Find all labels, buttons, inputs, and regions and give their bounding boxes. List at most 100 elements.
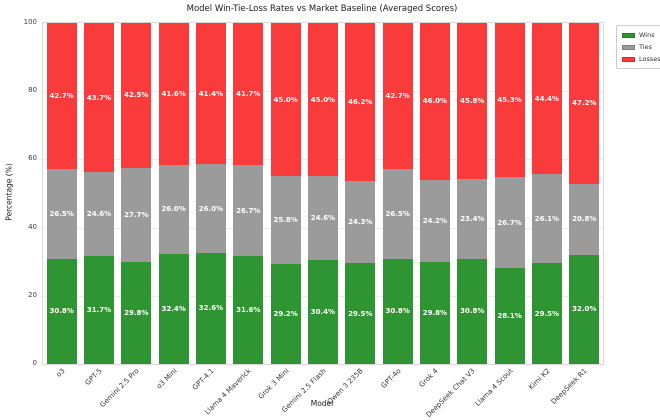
bar-slot: 29.8% 24.2% 46.0%: [416, 23, 453, 364]
bar: 28.1% 26.7% 45.3%: [494, 22, 525, 364]
bar: 32.0% 20.8% 47.2%: [569, 23, 600, 364]
bar-segment-wins: 29.5%: [531, 263, 562, 364]
bar: 30.4% 24.6% 45.0%: [308, 23, 338, 364]
bar-slot: 29.5% 24.3% 46.2%: [342, 23, 379, 364]
y-axis-title: Percentage (%): [4, 163, 14, 221]
bar-label: 26.7%: [236, 206, 261, 215]
bar-label: 41.6%: [161, 89, 186, 98]
bar-segment-ties: 26.1%: [531, 174, 562, 264]
bar-slot: 30.4% 24.6% 45.0%: [304, 23, 341, 364]
bar-segment-losses: 45.0%: [308, 23, 338, 177]
bar-segment-losses: 45.8%: [457, 23, 488, 180]
bar-label: 42.7%: [49, 91, 74, 100]
bar: 30.8% 26.5% 42.7%: [46, 23, 77, 364]
bar-segment-losses: 45.0%: [270, 23, 301, 177]
bar-segment-ties: 27.7%: [121, 167, 152, 263]
bar-label: 20.8%: [572, 215, 597, 224]
legend-swatch-losses: [622, 56, 635, 62]
bar-label: 43.7%: [86, 93, 112, 102]
legend-swatch-ties: [622, 44, 635, 50]
bar-label: 46.0%: [422, 97, 448, 106]
bar-label: 26.5%: [385, 209, 410, 218]
bar-segment-wins: 30.8%: [382, 258, 413, 364]
bar-slot: 29.5% 26.1% 44.4%: [528, 23, 565, 364]
bar-segment-losses: 45.3%: [494, 22, 525, 178]
legend-label: Ties: [639, 43, 652, 51]
bar-label: 46.2%: [348, 97, 373, 106]
bar-segment-losses: 42.7%: [46, 23, 77, 169]
bar-label: 31.6%: [236, 306, 261, 315]
bar-segment-ties: 26.0%: [196, 164, 226, 253]
bar-slot: 31.6% 26.7% 41.7%: [230, 23, 267, 364]
x-axis-title: Model: [310, 399, 334, 408]
bar-segment-losses: 41.6%: [158, 23, 189, 165]
legend-swatch-wins: [622, 32, 635, 38]
bar: 30.8% 23.4% 45.8%: [457, 23, 488, 364]
bar-label: 24.6%: [310, 214, 336, 223]
bar-segment-ties: 23.4%: [457, 179, 488, 259]
bar-segment-losses: 41.4%: [196, 23, 226, 165]
bar-label: 26.7%: [497, 218, 522, 227]
bar-label: 29.2%: [273, 310, 298, 319]
bar-segment-losses: 44.4%: [531, 23, 562, 175]
bar-segment-ties: 24.6%: [308, 176, 338, 261]
bar-label: 32.0%: [572, 305, 597, 314]
bar-label: 45.0%: [273, 95, 298, 104]
bar-segment-wins: 30.4%: [308, 260, 338, 364]
bar: 31.7% 24.6% 43.7%: [84, 23, 114, 364]
bar-segment-wins: 29.8%: [420, 262, 450, 364]
bar-segment-ties: 25.8%: [270, 176, 301, 265]
bar-slot: 29.2% 25.8% 45.0%: [267, 23, 304, 364]
bar-slot: 30.8% 26.5% 42.7%: [43, 23, 80, 364]
y-tick-label: 40: [28, 222, 37, 231]
bar-segment-ties: 24.2%: [420, 179, 450, 263]
bar: 31.6% 26.7% 41.7%: [233, 23, 264, 364]
bar-segment-ties: 26.7%: [233, 165, 264, 257]
bar-label: 45.8%: [460, 97, 485, 106]
bar-label: 41.4%: [198, 89, 224, 98]
bar-label: 29.5%: [348, 309, 373, 318]
bar-label: 42.5%: [124, 91, 149, 100]
bar-segment-losses: 46.2%: [345, 23, 376, 181]
bar-label: 30.8%: [49, 307, 74, 316]
bar-segment-wins: 30.8%: [457, 258, 488, 364]
bar-slot: 30.8% 23.4% 45.8%: [454, 23, 491, 364]
bar-label: 29.5%: [534, 309, 560, 318]
bar-segment-wins: 32.0%: [569, 254, 600, 364]
bar-segment-wins: 30.8%: [46, 258, 77, 364]
bar-segment-wins: 32.6%: [196, 252, 226, 364]
bar-segment-losses: 47.2%: [569, 23, 600, 184]
legend-item-losses: Losses: [622, 55, 660, 63]
bar-segment-losses: 41.7%: [233, 23, 264, 166]
bar-segment-wins: 31.6%: [233, 256, 264, 364]
bar-label: 24.3%: [348, 217, 373, 226]
y-tick-label: 80: [28, 86, 37, 95]
bar-label: 30.8%: [460, 307, 485, 316]
bar: 29.8% 24.2% 46.0%: [420, 23, 450, 364]
legend-label: Losses: [639, 55, 660, 63]
bar-label: 24.6%: [86, 209, 112, 218]
bar-slot: 30.8% 26.5% 42.7%: [379, 23, 416, 364]
bar-slot: 32.6% 26.0% 41.4%: [192, 23, 229, 364]
bar: 29.8% 27.7% 42.5%: [121, 23, 152, 364]
bar-segment-losses: 43.7%: [84, 23, 114, 173]
bar-segment-losses: 42.7%: [382, 23, 413, 169]
bar-segment-ties: 26.5%: [46, 168, 77, 259]
legend-label: Wins: [639, 31, 655, 39]
bar: 30.8% 26.5% 42.7%: [382, 23, 413, 364]
bar-label: 41.7%: [236, 90, 261, 99]
bar-label: 44.4%: [534, 94, 560, 103]
legend: Wins Ties Losses: [616, 25, 660, 69]
bar-segment-wins: 28.1%: [494, 268, 525, 364]
bar-label: 23.4%: [460, 215, 485, 224]
bar-slot: 29.8% 27.7% 42.5%: [118, 23, 155, 364]
bar-segment-ties: 20.8%: [569, 183, 600, 255]
bar-segment-losses: 42.5%: [121, 23, 152, 168]
bar-label: 28.1%: [497, 312, 522, 321]
bar-label: 26.1%: [534, 214, 560, 223]
bar-slot: 28.1% 26.7% 45.3%: [491, 22, 528, 364]
bars-row: 30.8% 26.5% 42.7% 31.7% 24.6% 43.7% 29.8% 27.7%…: [43, 22, 603, 364]
bar: 29.2% 25.8% 45.0%: [270, 23, 301, 364]
bar-label: 26.5%: [49, 209, 74, 218]
